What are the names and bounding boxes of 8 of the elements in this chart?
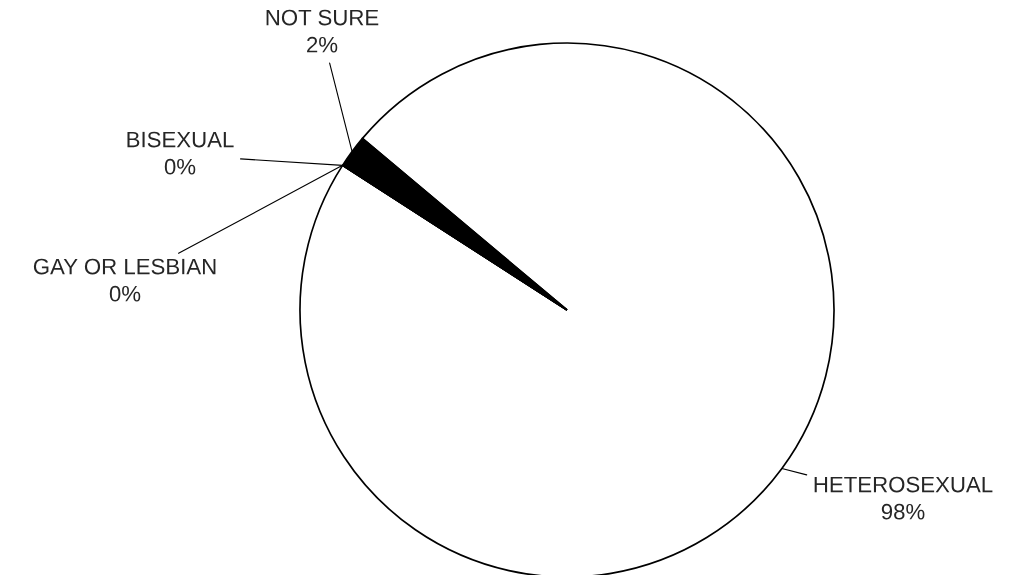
slice-label: NOT SURE: [266, 9, 379, 26]
text: 0%: [164, 158, 196, 175]
slice-label: HETEROSEXUAL: [814, 476, 993, 493]
category-label: GAY OR LESBIAN: [33, 258, 216, 275]
text: 0%: [109, 285, 141, 302]
data-label: 2%: [307, 36, 338, 53]
data-label: 98%: [881, 503, 925, 520]
category-label: BISEXUAL: [127, 131, 234, 148]
